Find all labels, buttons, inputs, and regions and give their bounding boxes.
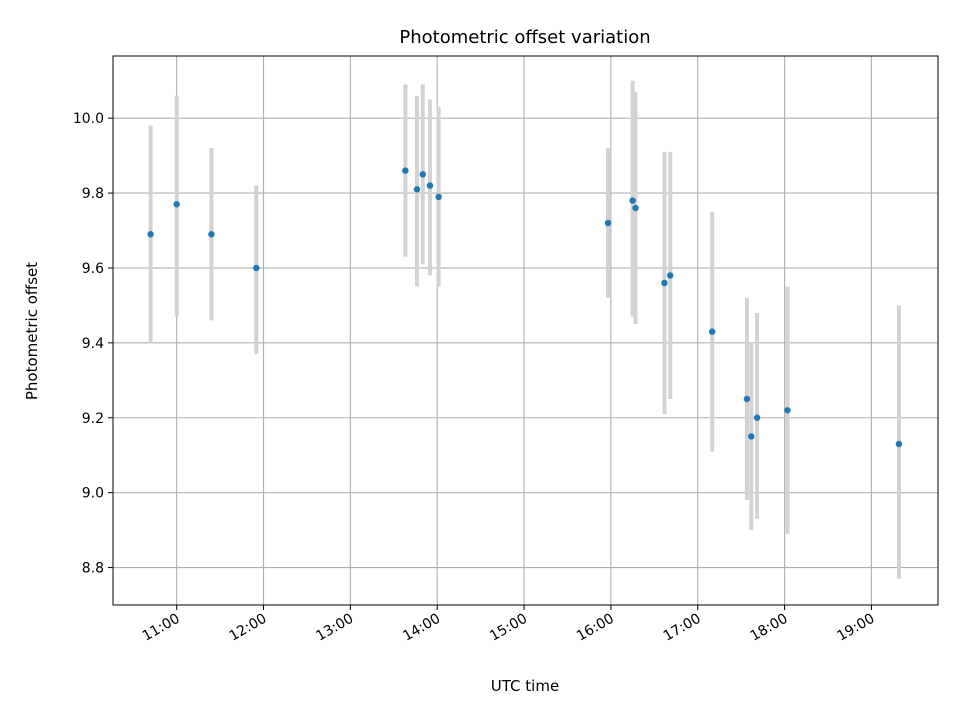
data-point [413, 186, 421, 193]
data-point [661, 279, 668, 287]
data-point [667, 272, 674, 279]
data-point [208, 231, 215, 238]
data-point [402, 167, 409, 174]
grid [113, 56, 938, 605]
plot-area-frame [112, 55, 939, 606]
data-point [435, 193, 442, 201]
data-point [253, 264, 260, 272]
x-axis-title: UTC time [491, 677, 559, 695]
data-point [419, 171, 426, 178]
data-point [426, 182, 434, 189]
y-tick-label: 8.8 [82, 561, 104, 577]
data-points [147, 167, 903, 448]
y-axis-ticks: 8.8 9.0 9.2 9.4 9.6 9.8 10.0 [73, 111, 113, 577]
data-point [604, 219, 612, 227]
y-tick-label: 9.0 [82, 486, 104, 502]
y-tick-label: 9.8 [82, 186, 104, 202]
data-point [632, 204, 639, 212]
data-point [748, 433, 755, 440]
data-point [784, 407, 791, 414]
y-tick-label: 9.4 [82, 336, 104, 352]
data-point [147, 231, 154, 238]
data-point [743, 395, 751, 403]
data-point [895, 440, 903, 448]
data-point [173, 201, 180, 208]
chart-title: Photometric offset variation [399, 27, 650, 48]
data-point [629, 197, 636, 204]
y-tick-label: 10.0 [73, 111, 104, 127]
y-axis-title: Photometric offset [23, 262, 41, 400]
y-tick-label: 9.2 [82, 411, 104, 427]
data-point [709, 328, 716, 335]
y-tick-label: 9.6 [82, 261, 104, 277]
data-point [753, 414, 761, 421]
